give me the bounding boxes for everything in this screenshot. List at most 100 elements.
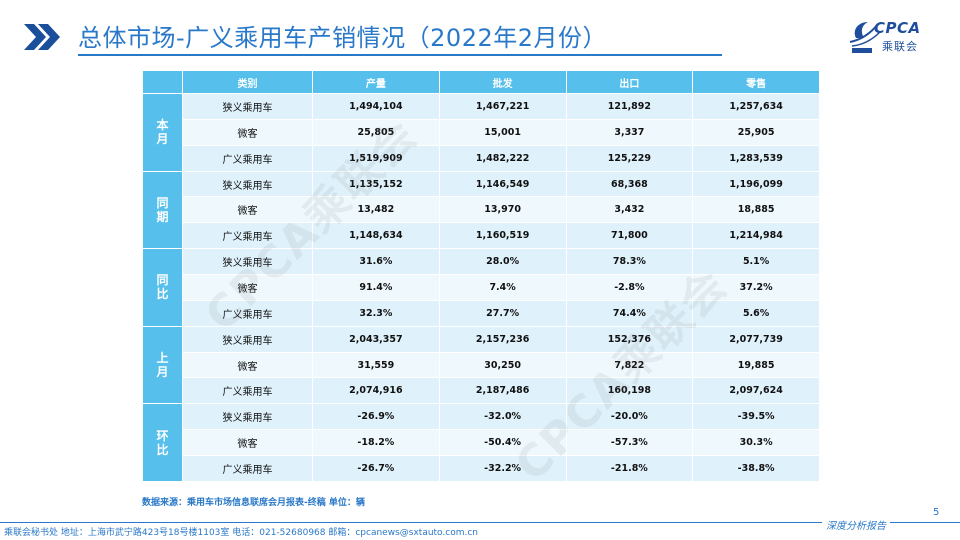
value-cell: 1,482,222 <box>438 144 567 172</box>
category-cell: 广义乘用车 <box>182 222 313 250</box>
category-cell: 微客 <box>182 118 313 146</box>
group-label: 同期 <box>142 170 183 250</box>
value-cell: 160,198 <box>565 377 694 405</box>
category-cell: 狭义乘用车 <box>182 170 313 198</box>
table-row: 同期狭义乘用车 1,135,152 1,146,549 68,368 1,196,099 <box>142 170 820 250</box>
value-cell: 2,097,624 <box>692 377 820 405</box>
table-row: 广义乘用车 1,519,909 1,482,222 125,229 1,283,539 <box>143 144 820 172</box>
value-cell: -26.9% <box>312 403 440 431</box>
value-cell: -50.4% <box>438 429 567 457</box>
cpca-logo-icon <box>849 22 881 53</box>
category-cell: 狭义乘用车 <box>182 93 313 120</box>
category-cell: 微客 <box>182 274 313 301</box>
value-cell: -32.2% <box>438 455 567 482</box>
table-row: 环比狭义乘用车 -26.9% -32.0% -20.0% -39.5% <box>142 403 820 482</box>
value-cell: 31,559 <box>312 351 440 379</box>
table-row: 微客 91.4% 7.4% -2.8% 37.2% <box>143 274 820 301</box>
value-cell: 78.3% <box>565 248 694 276</box>
value-cell: 2,077,739 <box>692 325 820 353</box>
table-row: 微客 25,805 15,001 3,337 25,905 <box>143 118 820 146</box>
table-row: 广义乘用车 1,148,634 1,160,519 71,800 1,214,984 <box>143 222 820 250</box>
value-cell: 37.2% <box>692 274 820 301</box>
logo-text: CPCA <box>874 19 921 37</box>
category-cell: 微客 <box>182 196 313 224</box>
value-cell: 3,432 <box>565 196 694 224</box>
category-cell: 狭义乘用车 <box>182 248 313 276</box>
value-cell: -32.0% <box>438 403 567 431</box>
value-cell: -26.7% <box>312 455 440 482</box>
data-source-note: 数据来源：乘用车市场信息联席会月报表-终稿 单位：辆 <box>142 498 365 508</box>
value-cell: 1,214,984 <box>692 222 820 250</box>
category-cell: 狭义乘用车 <box>182 403 313 431</box>
value-cell: 32.3% <box>312 299 440 327</box>
category-cell: 狭义乘用车 <box>182 325 313 353</box>
value-cell: -39.5% <box>692 403 820 431</box>
value-cell: -21.8% <box>565 455 694 482</box>
category-cell: 广义乘用车 <box>182 299 313 327</box>
header-empty <box>142 70 183 94</box>
table-row: 广义乘用车 -26.7% -32.2% -21.8% -38.8% <box>143 455 820 482</box>
table-row: 同比狭义乘用车 31.6% 28.0% 78.3% 5.1% <box>142 248 820 327</box>
value-cell: 2,157,236 <box>438 325 567 353</box>
table-row: 上月狭义乘用车 2,043,357 2,157,236 152,376 2,077,73… <box>142 325 820 405</box>
value-cell: 68,368 <box>565 170 694 198</box>
value-cell: 15,001 <box>438 118 567 146</box>
value-cell: 30.3% <box>692 429 820 457</box>
category-cell: 广义乘用车 <box>182 144 313 172</box>
value-cell: 13,482 <box>312 196 440 224</box>
value-cell: -20.0% <box>565 403 694 431</box>
value-cell: 25,905 <box>692 118 820 146</box>
table-row: 广义乘用车 2,074,916 2,187,486 160,198 2,097,624 <box>143 377 820 405</box>
value-cell: 19,885 <box>692 351 820 379</box>
value-cell: 1,196,099 <box>692 170 820 198</box>
value-cell: 27.7% <box>438 299 567 327</box>
value-cell: 5.6% <box>692 299 820 327</box>
value-cell: 31.6% <box>312 248 440 276</box>
value-cell: 125,229 <box>565 144 694 172</box>
value-cell: 25,805 <box>312 118 440 146</box>
value-cell: 1,519,909 <box>312 144 440 172</box>
value-cell: 2,043,357 <box>312 325 440 353</box>
value-cell: 7,822 <box>565 351 694 379</box>
table-row: 本月狭义乘用车 1,494,104 1,467,221 121,892 1,257,63… <box>142 93 820 172</box>
value-cell: -18.2% <box>312 429 440 457</box>
logo-cn: 乘联会 <box>882 40 918 53</box>
table-row: 微客 13,482 13,970 3,432 18,885 <box>143 196 820 224</box>
value-cell: 13,970 <box>438 196 567 224</box>
value-cell: 1,146,549 <box>438 170 567 198</box>
table-header-row: 类别 产量 批发 出口 零售 <box>142 70 820 94</box>
value-cell: 1,135,152 <box>312 170 440 198</box>
title-underline <box>78 54 722 56</box>
page-title: 总体市场-广义乘用车产销情况（2022年2月份） <box>78 24 608 52</box>
value-cell: 1,467,221 <box>438 93 567 120</box>
footer-contact: 乘联会秘书处 地址：上海市武宁路423号18号楼1103室 电话：021-526… <box>4 528 479 538</box>
value-cell: 30,250 <box>438 351 567 379</box>
header-export: 出口 <box>565 70 694 94</box>
group-label: 环比 <box>142 403 183 482</box>
group-label: 上月 <box>142 325 183 405</box>
group-label: 本月 <box>142 93 183 172</box>
table-row: 微客 31,559 30,250 7,822 19,885 <box>143 351 820 379</box>
footer-tagline: 深度分析报告 <box>822 517 890 532</box>
value-cell: 28.0% <box>438 248 567 276</box>
value-cell: 1,148,634 <box>312 222 440 250</box>
value-cell: 121,892 <box>565 93 694 120</box>
chevron-double-icon <box>24 24 60 50</box>
production-sales-table: 类别 产量 批发 出口 零售 本月狭义乘用车 1,494,104 1,467,221… <box>142 70 820 482</box>
value-cell: 1,257,634 <box>692 93 820 120</box>
header-production: 产量 <box>312 70 440 94</box>
value-cell: 71,800 <box>565 222 694 250</box>
value-cell: 7.4% <box>438 274 567 301</box>
page-number: 5 <box>933 507 940 518</box>
value-cell: 3,337 <box>565 118 694 146</box>
value-cell: 1,494,104 <box>312 93 440 120</box>
value-cell: 2,074,916 <box>312 377 440 405</box>
value-cell: 1,160,519 <box>438 222 567 250</box>
value-cell: 1,283,539 <box>692 144 820 172</box>
category-cell: 广义乘用车 <box>182 377 313 405</box>
footer-divider <box>0 522 960 523</box>
value-cell: 2,187,486 <box>438 377 567 405</box>
value-cell: -57.3% <box>565 429 694 457</box>
value-cell: 18,885 <box>692 196 820 224</box>
category-cell: 广义乘用车 <box>182 455 313 482</box>
